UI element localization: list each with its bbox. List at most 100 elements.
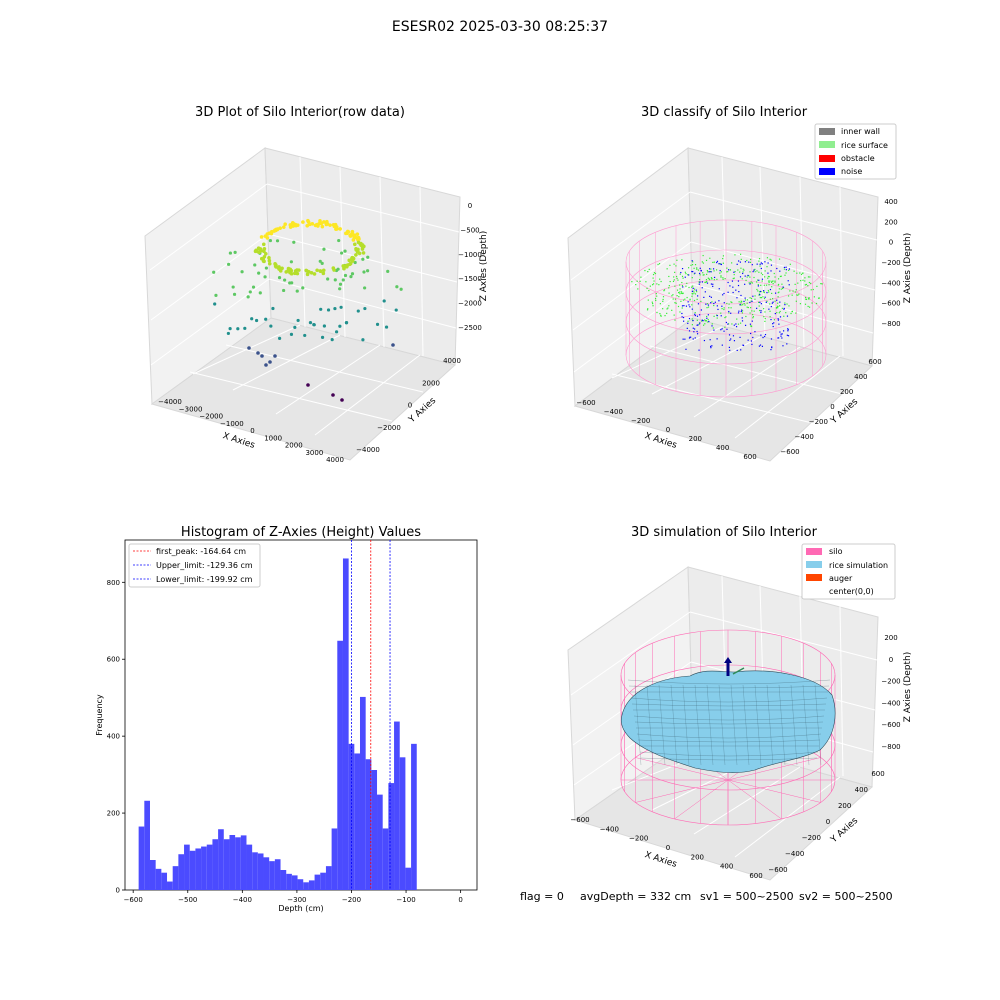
legend-label: rice surface [841,141,888,150]
rice-surface-point [764,320,766,322]
noise-point [770,305,772,308]
hist-y-label: Frequency [95,694,104,736]
rice-surface-point [777,302,779,304]
hist-bar [155,868,162,890]
rice-surface-point [681,259,683,261]
noise-point [737,280,740,282]
noise-point [763,290,765,292]
noise-point [771,302,773,304]
data-point [349,275,353,279]
surface-mesh-line [627,679,831,685]
rice-surface-point [812,288,814,291]
z-tick-label: 200 [884,218,897,226]
noise-point [682,338,684,340]
surface-mesh-line [636,733,822,739]
noise-point [751,320,753,322]
data-point [350,229,355,234]
noise-point [706,317,708,319]
data-point [306,383,310,387]
x-tick-label: 1000 [264,434,282,442]
hist-bar [206,844,213,890]
data-point [358,242,363,246]
noise-point [728,334,731,336]
noise-point [773,322,775,324]
noise-point [756,263,758,265]
surface-mesh-line [640,757,818,761]
rice-surface-point [669,264,671,266]
hist-bar [297,879,304,890]
rice-surface-point [768,281,770,284]
rice-surface-point [784,274,786,276]
rice-surface-point [777,283,780,286]
rice-surface-point [699,278,701,281]
inner-wall-cylinder [625,219,827,398]
rice-surface-point [760,290,762,293]
rice-surface-point [728,307,730,309]
rice-surface-point [804,277,806,279]
rice-surface-point [778,258,781,260]
silo-floor-spoke [727,757,821,781]
noise-point [705,303,707,305]
data-point [295,268,299,272]
noise-point [749,301,751,304]
noise-point [689,306,691,308]
rice-surface-point [699,274,701,276]
rice-surface-point [704,319,706,321]
noise-point [770,264,773,266]
legend-swatch [806,561,822,568]
noise-point [767,272,769,274]
data-point [384,325,389,329]
y-tick-label: 200 [107,810,120,818]
noise-point [778,323,780,325]
data-point [253,249,258,254]
noise-point [739,276,742,278]
raw-z-ticks: 0 −500 −1000 −1500 −2000 −2500 [458,202,482,332]
rice-surface-point [674,298,677,300]
data-point [267,258,272,263]
cls-x-ticks: −600 −400 −200 0 200 400 600 [576,399,756,461]
rice-surface-point [794,283,796,285]
data-point [336,267,340,271]
rice-surface-point [648,268,650,270]
rice-surface-point [740,304,742,306]
noise-point [697,303,700,305]
rice-surface-point [659,303,661,305]
hist-bar [394,721,400,890]
hist-bar [189,850,196,890]
hist-bar [269,861,275,890]
rice-surface-point [728,303,730,305]
y-tick-label: −600 [768,866,787,874]
rice-surface-point [776,305,779,307]
noise-point [751,300,753,302]
rice-surface-point [739,253,742,255]
data-point [269,231,274,236]
noise-point [772,301,774,303]
rice-surface-point [667,307,669,309]
noise-point [786,334,788,336]
rice-surface-point [696,298,698,300]
hist-x-label: Depth (cm) [278,904,323,913]
rice-surface-point [766,266,768,268]
rice-surface-point [720,276,722,278]
data-point [395,285,399,289]
noise-point [786,343,788,345]
data-point [356,309,360,313]
noise-point [686,327,688,329]
hist-bar [320,872,326,890]
data-point [341,264,346,268]
rice-surface-point [710,268,712,270]
noise-point [735,323,737,325]
rice-surface-point [778,291,780,293]
y-tick-label: 400 [107,733,120,741]
noise-point [694,313,696,315]
panel-raw-title: 3D Plot of Silo Interior(row data) [195,105,405,120]
rice-surface-point [684,298,686,300]
rice-surface-point [716,314,718,316]
rice-surface-point [766,300,768,302]
rice-surface-point [653,280,655,282]
data-point [277,276,282,280]
rice-surface-point [771,292,773,294]
rice-surface-point [753,310,755,312]
noise-point [691,260,693,262]
noise-point [730,312,732,314]
